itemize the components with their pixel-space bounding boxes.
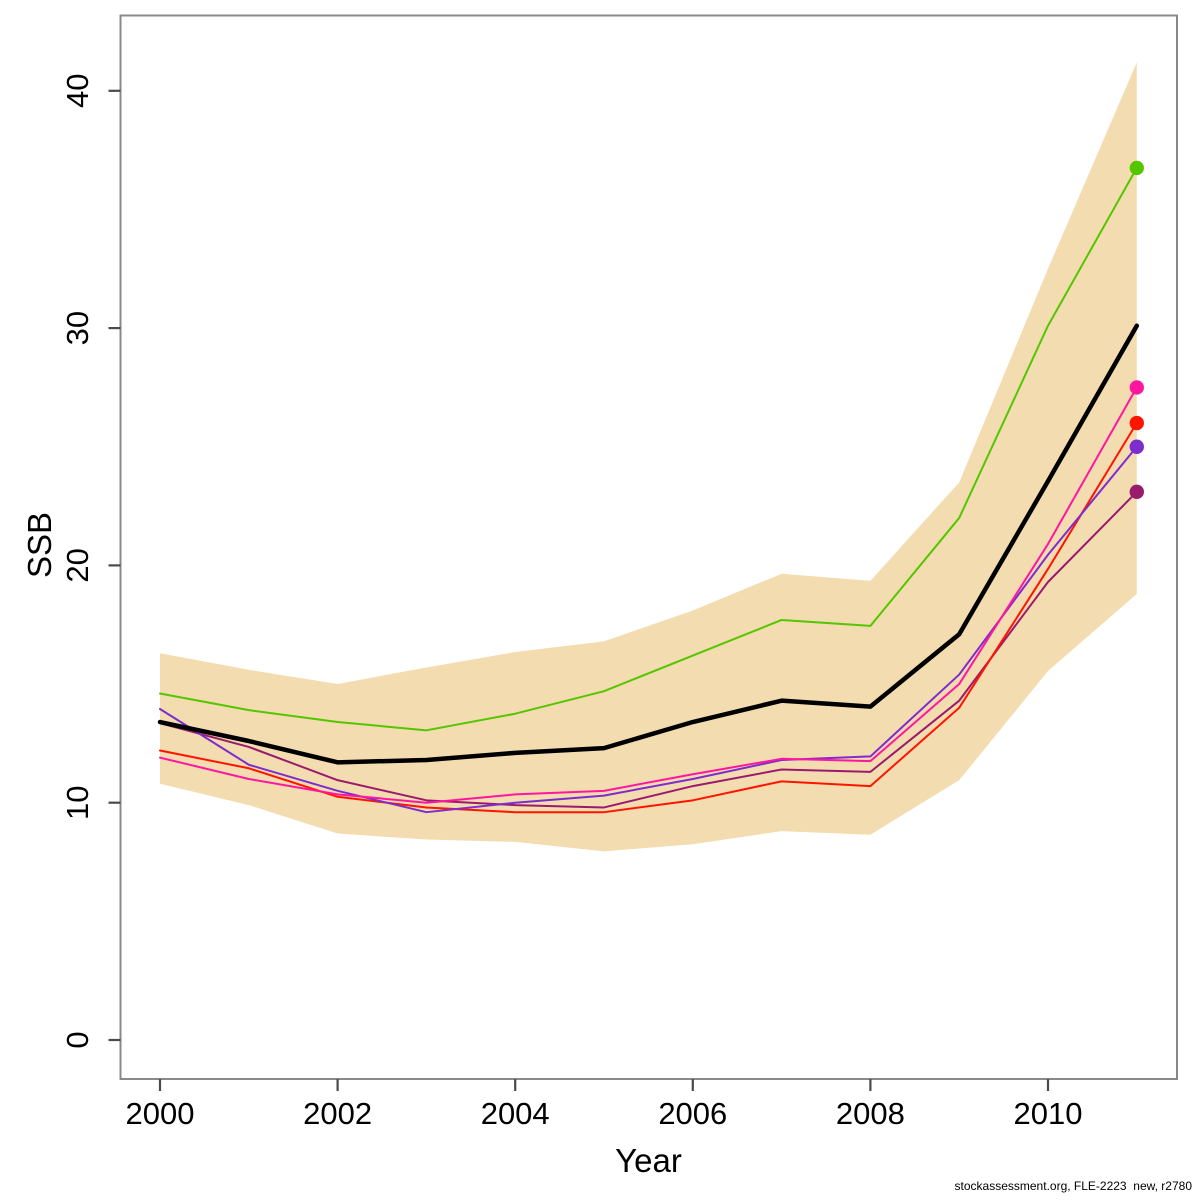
- y-tick-label: 40: [60, 74, 95, 108]
- retro-run-darkmagenta-line: [159, 490, 1138, 809]
- footer-attribution: stockassessment.org, FLE-2223 new, r2780: [954, 1179, 1192, 1193]
- median-ssb-black-line: [157, 323, 1140, 765]
- x-tick-label: 2000: [126, 1096, 195, 1131]
- x-tick-label: 2008: [836, 1096, 905, 1131]
- retro-run-green-line: [159, 166, 1138, 732]
- x-tick-label: 2006: [658, 1096, 727, 1131]
- retro-run-purple-end-dot: [1129, 439, 1145, 454]
- y-tick-label: 10: [60, 785, 95, 819]
- retro-run-darkmagenta-end-dot: [1129, 484, 1145, 500]
- retro-run-magenta-end-dot: [1129, 380, 1145, 395]
- x-tick-label: 2002: [303, 1096, 372, 1131]
- x-tick-label: 2004: [481, 1096, 550, 1131]
- y-tick-label: 30: [60, 311, 95, 345]
- x-axis-title: Year: [615, 1142, 682, 1179]
- y-tick-label: 0: [60, 1031, 95, 1048]
- retro-run-purple-line: [159, 445, 1138, 814]
- retro-run-magenta-line: [159, 386, 1138, 804]
- retro-run-red-end-dot: [1129, 415, 1145, 431]
- plot-border: [119, 14, 1178, 1080]
- retro-run-green-end-dot: [1129, 160, 1145, 176]
- y-axis-title: SSB: [21, 511, 58, 579]
- y-tick-label: 20: [60, 548, 95, 582]
- confidence-band: [160, 62, 1137, 852]
- x-tick-label: 2010: [1014, 1096, 1083, 1131]
